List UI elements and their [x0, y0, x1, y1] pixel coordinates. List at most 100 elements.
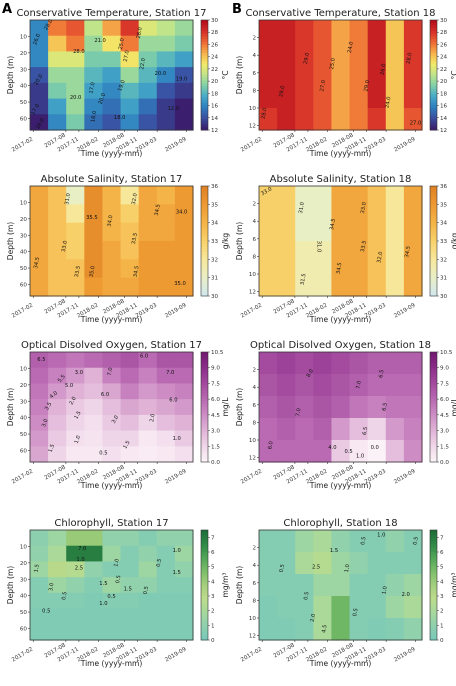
heatmap-cell: [367, 213, 387, 242]
contour-label: 34.5: [133, 265, 141, 277]
colorbar-segment: [430, 263, 437, 267]
heatmap-cell: [66, 222, 85, 242]
heatmap-cell: [313, 64, 333, 87]
heatmap-cell: [84, 277, 104, 297]
heatmap-cell: [84, 367, 104, 385]
colorbar-segment: [430, 55, 437, 59]
contour-label: 7.0: [355, 380, 362, 389]
colorbar-tick-label: 12: [440, 128, 447, 134]
colorbar-segment: [430, 102, 437, 106]
colorbar-segment: [201, 238, 208, 242]
heatmap-cell: [102, 82, 122, 100]
heatmap-cell: [30, 20, 49, 37]
y-tick-label: 4: [252, 563, 256, 569]
heatmap-cell: [277, 596, 296, 619]
heatmap-cell: [313, 574, 333, 597]
colorbar-segment: [430, 257, 437, 261]
colorbar-segment: [201, 604, 208, 608]
heatmap-cell: [385, 186, 405, 215]
colorbar-segment: [430, 210, 437, 214]
heatmap-cell: [349, 268, 369, 297]
colorbar-segment: [430, 354, 437, 358]
y-tick-label: 6: [252, 237, 256, 243]
colorbar-tick-label: 20: [211, 79, 219, 85]
heatmap-cell: [156, 35, 176, 53]
heatmap-cell: [385, 530, 405, 553]
contour-label: 27.0: [319, 80, 327, 92]
colorbar-tick-label: 3: [440, 594, 444, 600]
colorbar-tick-label: 34: [440, 221, 448, 227]
heatmap-cell: [84, 35, 104, 53]
heatmap-cell: [277, 552, 296, 575]
contour-label: 29.0: [278, 85, 286, 97]
colorbar-segment: [201, 404, 208, 408]
y-tick-label: 10: [249, 438, 257, 444]
heatmap-cell: [313, 530, 333, 553]
contour-label: 34.5: [404, 246, 412, 258]
y-tick-label: 60: [20, 283, 28, 289]
colorbar-segment: [430, 293, 437, 297]
colorbar-segment: [201, 246, 208, 250]
colorbar-segment: [430, 445, 437, 449]
colorbar-segment: [430, 620, 437, 624]
contour-label: 29.0: [303, 52, 311, 64]
heatmap-cell: [120, 51, 140, 68]
heatmap-cell: [30, 399, 49, 416]
heatmap-cell: [84, 51, 104, 68]
heatmap-cell: [156, 241, 176, 260]
colorbar-segment: [201, 268, 208, 272]
colorbar-segment: [201, 47, 208, 51]
colorbar-segment: [201, 437, 208, 441]
y-tick-label: 50: [20, 266, 28, 272]
heatmap-cell: [295, 108, 314, 131]
heatmap-cell: [138, 222, 158, 242]
colorbar-segment: [430, 31, 437, 35]
heatmap-cell: [84, 561, 104, 578]
colorbar-tick-label: 22: [211, 67, 218, 73]
colorbar-tick-label: 10.5: [211, 350, 224, 356]
heatmap-cell: [385, 618, 405, 641]
colorbar-segment: [201, 287, 208, 291]
colorbar-segment: [430, 546, 437, 550]
colorbar-segment: [430, 456, 437, 460]
colorbar-segment: [430, 199, 437, 203]
colorbar-segment: [201, 459, 208, 463]
colorbar-segment: [430, 75, 437, 79]
colorbar-segment: [201, 618, 208, 622]
contour-label: 1.0: [356, 454, 364, 460]
colorbar-segment: [201, 110, 208, 114]
colorbar-tick-label: 10.5: [440, 350, 453, 356]
colorbar-tick-label: 5: [440, 565, 444, 571]
colorbar-segment: [430, 194, 437, 198]
colorbar-tick-label: 3.0: [440, 429, 449, 435]
colorbar-segment: [430, 219, 437, 223]
x-tick-label: 2017-02: [240, 137, 263, 154]
colorbar-segment: [201, 434, 208, 438]
colorbar-segment: [430, 387, 437, 391]
plot-frame: [29, 351, 194, 463]
contour-label: 33.0: [61, 240, 69, 252]
colorbar-segment: [430, 442, 437, 446]
colorbar-segment: [201, 360, 208, 364]
heatmap-cell: [48, 186, 67, 205]
y-tick-label: 2: [252, 202, 256, 208]
colorbar-tick-label: 30: [440, 294, 448, 300]
chart-title: Conservative Temperature, Station 17: [16, 8, 206, 19]
contour-label: 16.0: [35, 117, 46, 130]
colorbar-tick-label: 7.5: [211, 381, 220, 387]
y-tick-label: 10: [20, 200, 28, 206]
heatmap-cell: [84, 577, 104, 594]
colorbar-segment: [201, 235, 208, 239]
colorbar-segment: [430, 601, 437, 605]
colorbar-tick-label: 28: [211, 30, 219, 36]
colorbar-label: mg/m³: [221, 573, 230, 598]
heatmap-cell: [331, 530, 351, 553]
heatmap-cell: [313, 618, 333, 641]
y-tick-label: 6: [252, 403, 256, 409]
colorbar-segment: [430, 285, 437, 289]
y-tick-label: 50: [20, 432, 28, 438]
heatmap-cell: [30, 51, 49, 68]
colorbar-segment: [430, 418, 437, 422]
colorbar-segment: [430, 552, 437, 556]
colorbar-segment: [430, 110, 437, 114]
